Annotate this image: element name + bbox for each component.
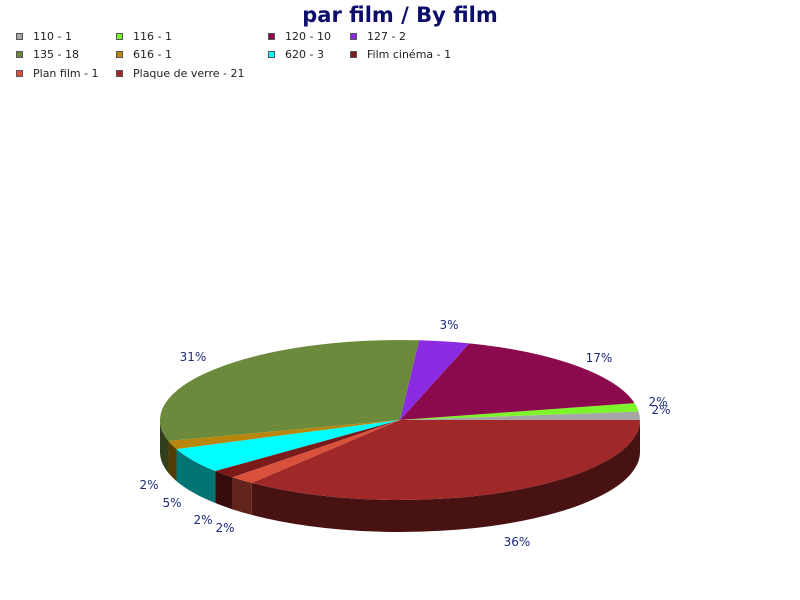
slice-percent-label: 2%: [215, 521, 234, 535]
legend-label: Plaque de verre - 21: [133, 66, 245, 80]
pie-slice: [176, 420, 400, 472]
pie-slice: [400, 411, 640, 420]
legend-item: Film cinéma - 1: [350, 47, 451, 61]
pie-slice: [400, 340, 470, 420]
pie-slice-side: [251, 420, 640, 532]
pie-slice: [400, 343, 635, 420]
legend-swatch: [16, 69, 23, 77]
slice-percent-label: 17%: [586, 351, 613, 365]
legend-swatch: [16, 32, 23, 40]
legend-swatch: [268, 50, 275, 58]
legend-swatch: [16, 50, 23, 58]
pie-slice: [215, 420, 400, 478]
legend-label: 110 - 1: [33, 29, 72, 43]
pie-slice: [159, 339, 420, 442]
legend-label: 135 - 18: [33, 47, 79, 61]
legend-swatch: [268, 32, 275, 40]
legend-label: 620 - 3: [285, 47, 324, 61]
legend-label: Plan film - 1: [33, 66, 99, 80]
pie-slice-side: [160, 420, 169, 474]
legend-label: Film cinéma - 1: [367, 47, 452, 61]
legend-item: 616 - 1: [116, 47, 172, 61]
legend-label: 616 - 1: [133, 47, 172, 61]
legend-label: 120 - 10: [285, 29, 331, 43]
pie-slice-side: [168, 441, 177, 482]
legend-item: Plan film - 1: [16, 66, 99, 80]
legend-item: 116 - 1: [116, 29, 172, 43]
legend-item: 127 - 2: [350, 29, 406, 43]
slice-percent-label: 36%: [504, 535, 531, 549]
legend-item: 135 - 18: [16, 47, 79, 61]
pie-tops: [159, 339, 640, 500]
slice-percent-label: 2%: [651, 403, 670, 417]
slice-percent-label: 5%: [162, 496, 181, 510]
slice-percent-label: 31%: [180, 350, 207, 364]
pie-slice: [400, 403, 639, 420]
slice-percent-label: 3%: [439, 318, 458, 332]
slice-percent-label: 2%: [139, 478, 158, 492]
legend-swatch: [350, 32, 357, 40]
pie-labels: 2%2%17%3%31%2%5%2%2%36%: [139, 318, 670, 549]
legend-label: 127 - 2: [367, 29, 406, 43]
legend-swatch: [116, 32, 123, 40]
pie-slice: [168, 420, 400, 450]
pie-slice: [251, 420, 640, 500]
pie-slice-side: [232, 477, 252, 515]
legend-swatch: [116, 69, 123, 77]
legend-swatch: [350, 50, 357, 58]
pie-slice-side: [176, 449, 216, 504]
pie-slice-side: [215, 471, 233, 510]
legend-item: Plaque de verre - 21: [116, 66, 245, 80]
pie-slice: [232, 420, 400, 483]
legend-swatch: [116, 50, 123, 58]
legend-label: 116 - 1: [133, 29, 172, 43]
slice-percent-label: 2%: [193, 513, 212, 527]
slice-percent-label: 2%: [648, 395, 667, 409]
legend-item: 110 - 1: [16, 29, 72, 43]
pie-sides: [160, 420, 640, 532]
chart-title: par film / By film: [302, 3, 498, 27]
legend-item: 120 - 10: [268, 29, 331, 43]
legend-item: 620 - 3: [268, 47, 324, 61]
